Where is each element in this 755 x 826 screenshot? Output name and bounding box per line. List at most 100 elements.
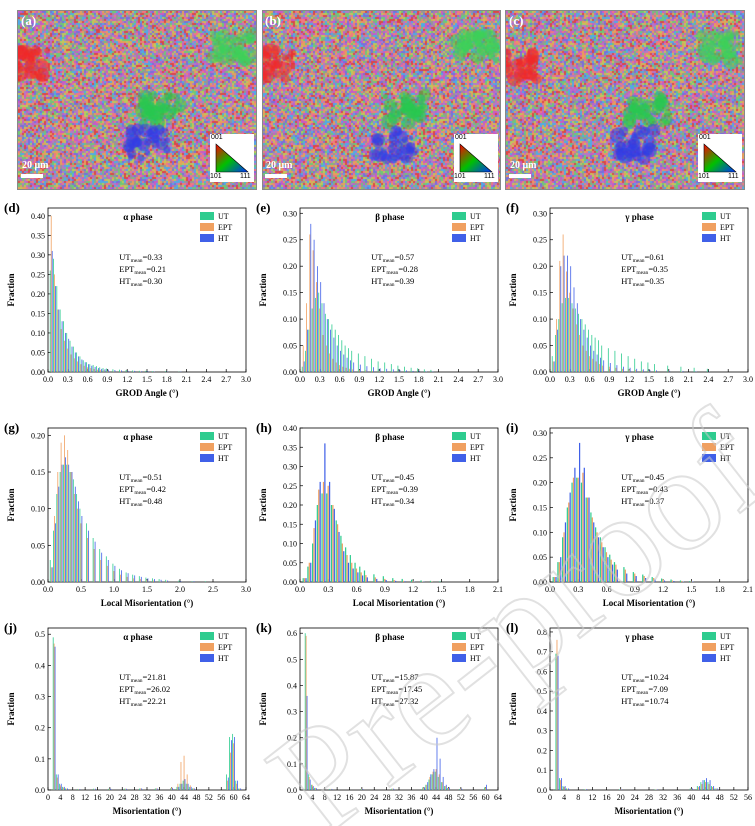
- bar-ht: [557, 329, 558, 372]
- bar-ht: [61, 464, 63, 582]
- legend-swatch: [200, 443, 214, 451]
- bar-ht: [394, 580, 397, 582]
- bar-ut: [711, 786, 712, 790]
- bar-ut: [125, 572, 127, 582]
- bar-ut: [571, 482, 573, 582]
- bar-ht: [312, 786, 314, 790]
- bar-ut: [410, 367, 412, 372]
- x-tick-label: 12: [588, 793, 596, 802]
- bar-ut: [565, 297, 566, 372]
- bar-ept: [624, 569, 626, 582]
- bar-ut: [384, 362, 386, 372]
- bar-ht: [393, 788, 395, 790]
- bar-ept: [113, 371, 115, 372]
- bar-ht: [78, 501, 79, 582]
- bar-ept: [569, 292, 571, 372]
- y-tick-label: 0.25: [31, 270, 45, 279]
- bar-ht: [121, 570, 122, 582]
- bar-ht: [154, 579, 155, 582]
- ipf-label-111: 111: [484, 173, 495, 180]
- bar-ht: [180, 581, 182, 582]
- x-tick-label: 3.0: [493, 375, 503, 384]
- bar-ept: [230, 752, 231, 790]
- bar-ht: [88, 530, 89, 582]
- legend-label: HT: [470, 454, 481, 463]
- bar-ept: [355, 568, 358, 582]
- x-tick-label: 1.2: [374, 375, 384, 384]
- bar-ht: [309, 779, 311, 790]
- x-axis-label: Misorientation (°): [615, 806, 684, 816]
- legend-label: UT: [218, 212, 229, 221]
- legend-label: HT: [470, 654, 481, 663]
- bar-ut: [105, 368, 107, 372]
- x-tick-label: 1.2: [658, 585, 668, 594]
- bar-ut: [304, 633, 306, 790]
- x-tick-label: 0.6: [352, 585, 362, 594]
- x-tick-label: 1.8: [664, 375, 674, 384]
- x-tick-label: 24: [370, 793, 378, 802]
- bar-ept: [322, 481, 325, 582]
- bar-ht: [570, 266, 572, 372]
- bar-ut: [176, 786, 178, 790]
- ipf-triangle: [459, 143, 493, 173]
- bar-ht: [636, 368, 638, 372]
- ipf-triangle: [215, 143, 249, 173]
- mean-annotation: EPTmean=26.02: [119, 684, 170, 696]
- mean-annotation: UTmean=21.81: [119, 672, 166, 684]
- bar-ept: [384, 578, 386, 582]
- bar-ut: [580, 482, 583, 582]
- y-tick-label: 0.30: [533, 429, 547, 438]
- bar-ht: [616, 365, 618, 372]
- bar-ept: [398, 371, 400, 372]
- legend-label: EPT: [470, 443, 484, 452]
- x-tick-label: 48: [193, 793, 201, 802]
- legend-label: EPT: [720, 643, 734, 652]
- bar-ht: [568, 788, 570, 790]
- bar-ht: [101, 552, 103, 582]
- bar-ht: [68, 464, 70, 582]
- bar-ut: [428, 779, 430, 790]
- bar-ept: [140, 788, 142, 790]
- bar-ht: [324, 443, 326, 582]
- y-tick-label: 0.15: [533, 289, 547, 298]
- bar-ut: [56, 286, 58, 372]
- bar-ht: [557, 655, 559, 790]
- bar-ht: [240, 788, 242, 790]
- bar-ht: [313, 239, 315, 372]
- x-tick-label: 24: [631, 793, 639, 802]
- mean-annotation: HTmean=0.34: [371, 496, 415, 508]
- bar-ept: [60, 329, 62, 372]
- bar-ept: [109, 789, 111, 790]
- x-tick-label: 0.6: [585, 375, 595, 384]
- bar-ut: [693, 367, 695, 372]
- bar-ht: [578, 442, 581, 582]
- bar-ut: [640, 361, 642, 372]
- bar-ept: [365, 575, 367, 582]
- bar-ht: [94, 788, 96, 790]
- x-tick-label: 0.0: [295, 375, 305, 384]
- chart-title: α phase: [123, 632, 152, 642]
- bar-ht: [448, 787, 450, 790]
- bar-ht: [147, 371, 149, 372]
- mean-annotation: UTmean=0.57: [371, 252, 414, 264]
- mean-annotation: EPTmean=17.45: [371, 684, 422, 696]
- bar-ut: [354, 562, 356, 582]
- chart-h: (h) β phase 0.00 0.05 0.10 0.15 0.20 0.25 0.30 0.…: [256, 420, 503, 608]
- bar-ut: [667, 365, 669, 372]
- bar-ut: [439, 581, 441, 582]
- bar-ept: [133, 578, 135, 582]
- legend-swatch: [200, 454, 214, 462]
- legend-swatch: [702, 234, 716, 242]
- ipf-key-c: 001 101 111: [698, 134, 742, 182]
- bar-ept: [126, 576, 128, 582]
- bar-ept: [93, 368, 95, 372]
- y-tick-label: 0.0: [537, 786, 547, 795]
- y-axis-label: Fraction: [6, 693, 16, 726]
- ipf-label-001: 001: [211, 134, 223, 141]
- bar-ht: [55, 523, 56, 582]
- bar-ut: [689, 788, 691, 790]
- bar-ut: [66, 332, 68, 372]
- bar-ht: [361, 575, 364, 582]
- bar-ut: [307, 566, 309, 582]
